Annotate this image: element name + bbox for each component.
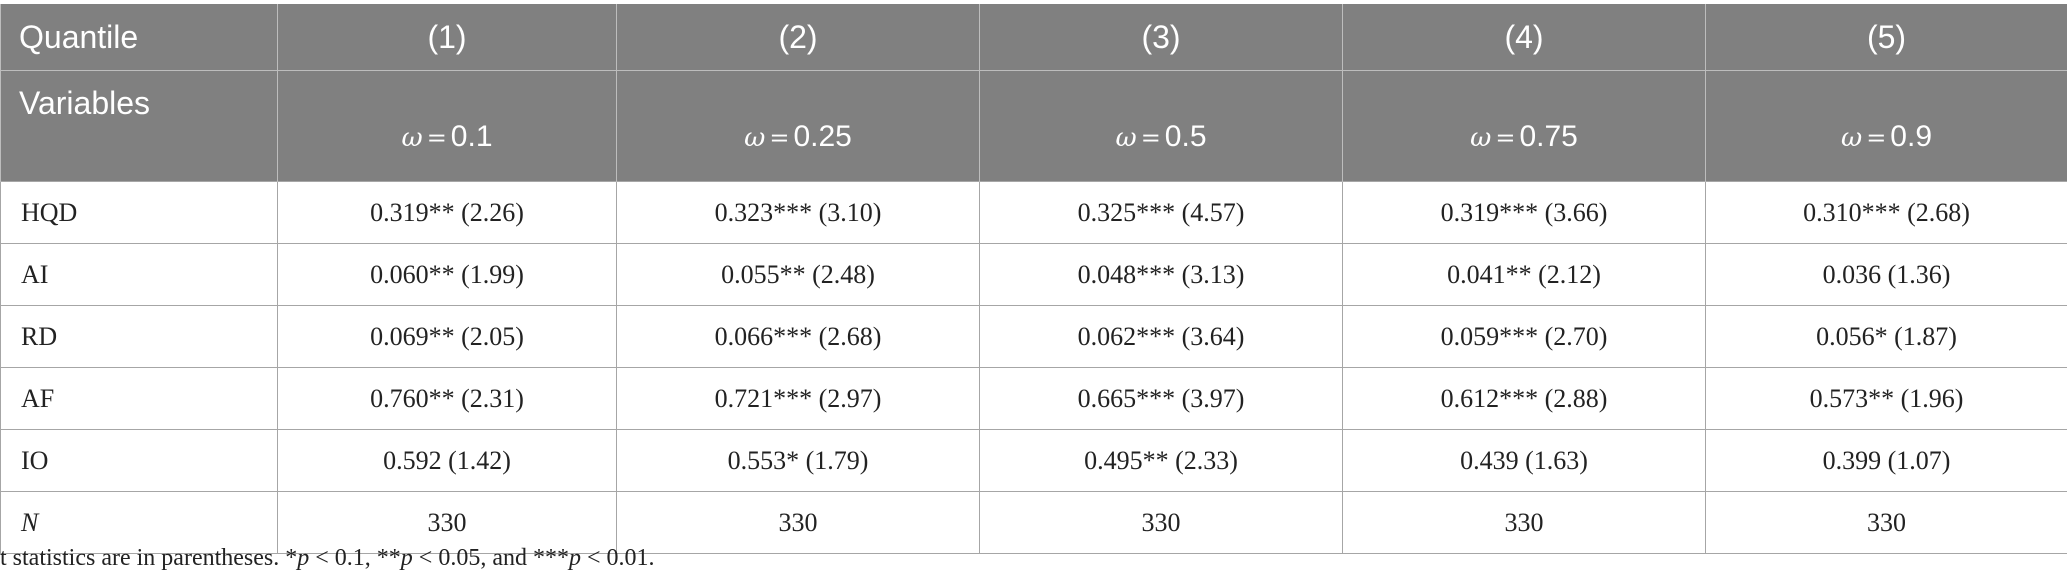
- table-cell: 0.319** (2.26): [277, 181, 617, 244]
- header-col-3: (3): [979, 4, 1343, 71]
- table-cell: 0.069** (2.05): [277, 305, 617, 368]
- table-cell: 0.319*** (3.66): [1342, 181, 1706, 244]
- header-col-2: (2): [616, 4, 980, 71]
- omega-symbol: ω: [1115, 123, 1137, 153]
- omega-symbol: ω: [401, 123, 423, 153]
- table-cell: 330: [979, 491, 1343, 554]
- table-cell: 0.760** (2.31): [277, 367, 617, 430]
- omega-symbol: ω: [744, 123, 766, 153]
- table-cell: 0.439 (1.63): [1342, 429, 1706, 492]
- table-cell: 0.055** (2.48): [616, 243, 980, 306]
- table-cell: 0.665*** (3.97): [979, 367, 1343, 430]
- row-label: AF: [0, 367, 278, 430]
- table-cell: 0.553* (1.79): [616, 429, 980, 492]
- header-row-quantile: Quantile (1) (2) (3) (4) (5): [0, 4, 2067, 71]
- row-label: HQD: [0, 181, 278, 244]
- equals-sign: =: [1495, 124, 1516, 152]
- header-quantile-label: Quantile: [0, 4, 278, 71]
- equals-sign: =: [426, 124, 447, 152]
- table-cell: 0.059*** (2.70): [1342, 305, 1706, 368]
- table-cell: 0.323*** (3.10): [616, 181, 980, 244]
- table-cell: 0.062*** (3.64): [979, 305, 1343, 368]
- table-row-rd: RD 0.069** (2.05) 0.066*** (2.68) 0.062*…: [0, 305, 2067, 368]
- header-omega-2: ω = 0.25: [616, 70, 980, 182]
- header-omega-5: ω = 0.9: [1705, 70, 2067, 182]
- table-cell: 0.041** (2.12): [1342, 243, 1706, 306]
- header-row-variables: Variables ω = 0.1 ω = 0.25 ω = 0.5 ω = 0.75 ω = 0.…: [0, 70, 2067, 182]
- header-omega-3: ω = 0.5: [979, 70, 1343, 182]
- table-row-n: N 330 330 330 330 330: [0, 491, 2067, 554]
- table-cell: 0.592 (1.42): [277, 429, 617, 492]
- omega-value: 0.25: [793, 120, 852, 153]
- header-col-4: (4): [1342, 4, 1706, 71]
- table-cell: 0.310*** (2.68): [1705, 181, 2067, 244]
- table-cell: 0.612*** (2.88): [1342, 367, 1706, 430]
- table-cell: 0.066*** (2.68): [616, 305, 980, 368]
- table-row-hqd: HQD 0.319** (2.26) 0.323*** (3.10) 0.325…: [0, 181, 2067, 244]
- footnote-text: < 0.01.: [580, 545, 655, 571]
- header-col-1: (1): [277, 4, 617, 71]
- equals-sign: =: [1140, 124, 1161, 152]
- table-cell: 0.573** (1.96): [1705, 367, 2067, 430]
- table-cell: 0.048*** (3.13): [979, 243, 1343, 306]
- table-cell: 330: [1705, 491, 2067, 554]
- table-cell: 0.495** (2.33): [979, 429, 1343, 492]
- equals-sign: =: [769, 124, 790, 152]
- equals-sign: =: [1866, 124, 1887, 152]
- table-cell: 330: [277, 491, 617, 554]
- omega-symbol: ω: [1840, 123, 1863, 153]
- omega-value: 0.1: [450, 120, 493, 153]
- table-cell: 0.721*** (2.97): [616, 367, 980, 430]
- header-variables-label: Variables: [0, 70, 278, 182]
- table-row-io: IO 0.592 (1.42) 0.553* (1.79) 0.495** (2…: [0, 429, 2067, 492]
- table-row-ai: AI 0.060** (1.99) 0.055** (2.48) 0.048**…: [0, 243, 2067, 306]
- header-omega-4: ω = 0.75: [1342, 70, 1706, 182]
- footnote-text: < 0.05, and ***: [412, 545, 569, 571]
- omega-symbol: ω: [1470, 123, 1492, 153]
- header-omega-1: ω = 0.1: [277, 70, 617, 182]
- row-label: IO: [0, 429, 278, 492]
- table-cell: 0.036 (1.36): [1705, 243, 2067, 306]
- footnote-text: < 0.1, **: [309, 545, 401, 571]
- footnote-p: p: [568, 545, 581, 571]
- table-cell: 0.325*** (4.57): [979, 181, 1343, 244]
- quantile-regression-table: Quantile (1) (2) (3) (4) (5) Variables ω…: [0, 4, 2067, 554]
- footnote-lead: t statistics are in parentheses. *: [0, 545, 298, 571]
- footnote-p: p: [400, 545, 413, 571]
- omega-value: 0.75: [1519, 120, 1578, 153]
- table-cell: 0.060** (1.99): [277, 243, 617, 306]
- table-footnote: t statistics are in parentheses. *p < 0.…: [0, 545, 655, 572]
- table-cell: 0.399 (1.07): [1705, 429, 2067, 492]
- footnote-p: p: [297, 545, 310, 571]
- table-row-af: AF 0.760** (2.31) 0.721*** (2.97) 0.665*…: [0, 367, 2067, 430]
- table-cell: 330: [1342, 491, 1706, 554]
- omega-value: 0.5: [1164, 120, 1207, 153]
- table-cell: 330: [616, 491, 980, 554]
- row-label: RD: [0, 305, 278, 368]
- row-label: N: [0, 491, 278, 554]
- header-col-5: (5): [1705, 4, 2067, 71]
- table-cell: 0.056* (1.87): [1705, 305, 2067, 368]
- omega-value: 0.9: [1890, 120, 1933, 153]
- row-label: AI: [0, 243, 278, 306]
